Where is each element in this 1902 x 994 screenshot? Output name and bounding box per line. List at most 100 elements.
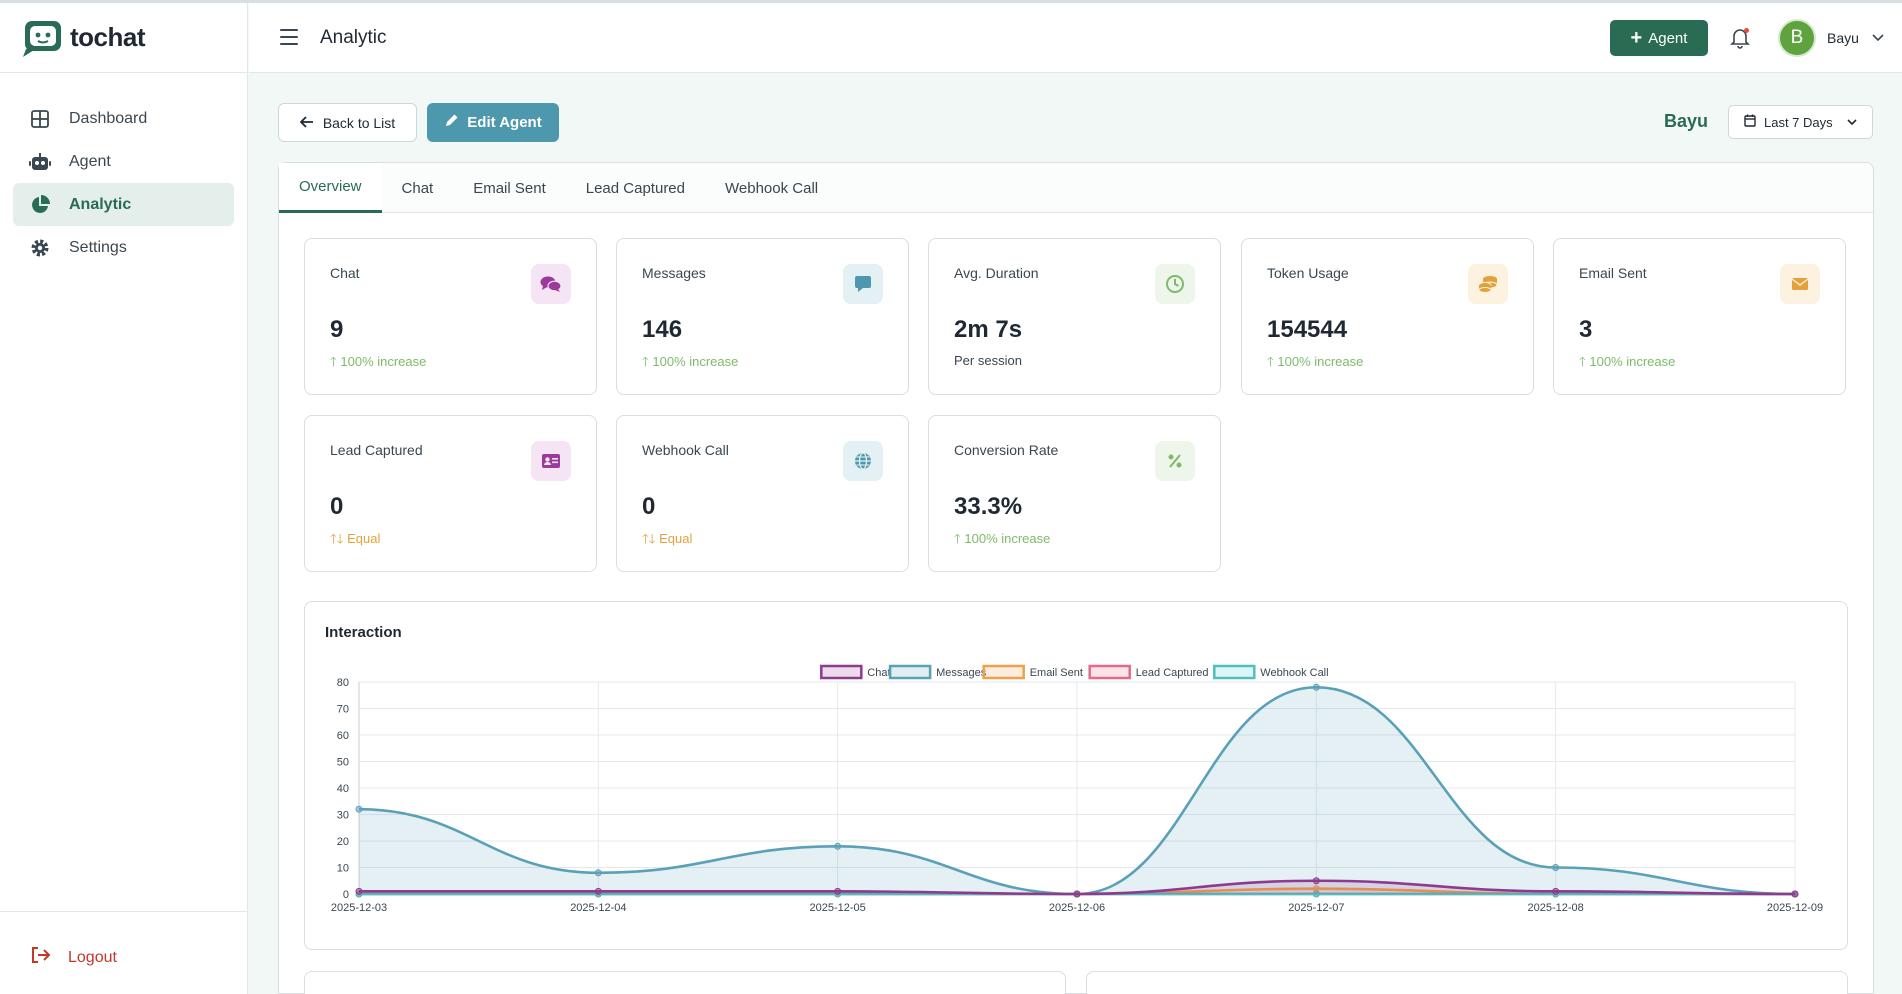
tab-lead-captured[interactable]: Lead Captured [585, 179, 685, 197]
user-name[interactable]: Bayu [1827, 30, 1859, 46]
tab-webhook-call[interactable]: Webhook Call [725, 179, 819, 197]
envelope-icon [1780, 264, 1820, 304]
y-tick-label: 50 [337, 757, 349, 769]
y-tick-label: 0 [343, 889, 349, 901]
stat-label: Avg. Duration [954, 265, 1039, 281]
stat-card-lead-captured: Lead Captured 0 🡑🡓 Equal [304, 415, 597, 572]
brand[interactable]: tochat [0, 3, 247, 73]
plus-icon: + [1630, 27, 1643, 49]
sidebar-item-settings[interactable]: Settings [13, 226, 234, 269]
percent-icon [1155, 441, 1195, 481]
id-card-icon [531, 441, 571, 481]
arrows-up-down-icon: 🡑🡓 [642, 531, 660, 546]
chevron-down-icon[interactable] [1871, 30, 1885, 44]
stat-label: Conversion Rate [954, 442, 1059, 458]
grid-icon [29, 108, 51, 130]
message-icon [843, 264, 883, 304]
x-tick-label: 2025-12-04 [570, 902, 626, 914]
stat-value: 0 [642, 493, 656, 520]
data-point [1552, 887, 1560, 895]
y-tick-label: 40 [337, 783, 349, 795]
stat-trend: 🡑 100% increase [1267, 353, 1363, 375]
tochat-logo-icon [22, 19, 64, 57]
legend-label: Webhook Call [1260, 667, 1328, 679]
stat-card-token-usage: Token Usage 154544 🡑 100% increase [1241, 238, 1534, 395]
legend-swatch [982, 664, 1025, 680]
sidebar-item-dashboard[interactable]: Dashboard [13, 97, 234, 140]
sidebar-item-label: Analytic [69, 195, 132, 213]
stat-value: 154544 [1267, 316, 1348, 343]
stat-trend-text: 100% increase [1277, 354, 1364, 369]
stat-card-chat: Chat 9 🡑 100% increase [304, 238, 597, 395]
sidebar-item-label: Settings [69, 238, 127, 256]
x-tick-label: 2025-12-07 [1288, 902, 1344, 914]
tab-email-sent[interactable]: Email Sent [473, 179, 546, 197]
clock-icon [1155, 264, 1195, 304]
data-point [1552, 864, 1560, 871]
stat-value: 0 [330, 493, 344, 520]
data-point [594, 887, 602, 895]
data-point [1312, 683, 1320, 691]
x-tick-label: 2025-12-09 [1767, 902, 1823, 914]
data-point [1073, 890, 1081, 898]
stat-value: 33.3% [954, 493, 1023, 520]
globe-icon [843, 441, 883, 481]
add-agent-button[interactable]: + Agent [1610, 20, 1708, 56]
stat-value: 3 [1579, 316, 1593, 343]
stat-value: 9 [330, 316, 344, 343]
bottom-card-left [304, 971, 1066, 994]
stat-card-conversion-rate: Conversion Rate 33.3% 🡑 100% increase [928, 415, 1221, 572]
legend-swatch [888, 664, 932, 680]
data-point [355, 887, 363, 895]
data-point [594, 869, 602, 877]
page-title: Analytic [320, 27, 387, 48]
legend-swatch [1088, 664, 1131, 680]
logout-button[interactable]: Logout [30, 946, 117, 969]
stat-trend-text: 100% increase [964, 531, 1051, 546]
chat-bubbles-icon [531, 264, 571, 304]
x-tick-label: 2025-12-03 [331, 902, 387, 914]
bell-icon[interactable] [1730, 27, 1750, 49]
arrow-up-icon: 🡑 [330, 354, 341, 369]
stat-trend: 🡑 100% increase [1579, 353, 1675, 375]
stat-trend-text: 100% increase [340, 354, 427, 369]
data-point [834, 842, 842, 850]
coins-icon [1468, 264, 1508, 304]
stat-label: Lead Captured [330, 442, 423, 458]
back-to-list-button[interactable]: Back to List [278, 103, 417, 142]
sidebar: tochat Dashboard Agent Analytic Settings [0, 3, 248, 994]
x-tick-label: 2025-12-05 [810, 902, 866, 914]
tab-overview[interactable]: Overview [279, 163, 382, 213]
y-tick-label: 60 [337, 730, 349, 742]
interaction-chart[interactable]: 0 10 20 30 40 50 60 70 80 2025-12-03 2025-12-04 202… [305, 602, 1849, 951]
gear-icon [29, 237, 51, 259]
add-agent-label: Agent [1648, 29, 1688, 47]
stat-trend: 🡑🡓 Equal [330, 530, 380, 552]
stat-card-avg-duration: Avg. Duration 2m 7s Per session [928, 238, 1221, 395]
legend-label: Email Sent [1030, 667, 1083, 679]
avatar[interactable]: B [1778, 19, 1816, 57]
arrow-up-icon: 🡑 [1579, 354, 1590, 369]
stat-trend-text: 100% increase [652, 354, 739, 369]
notification-dot [1744, 28, 1749, 33]
y-tick-label: 80 [337, 677, 349, 689]
stat-value: 2m 7s [954, 316, 1023, 343]
x-tick-label: 2025-12-08 [1528, 902, 1584, 914]
sidebar-item-analytic[interactable]: Analytic [13, 183, 234, 226]
arrow-up-icon: 🡑 [1267, 354, 1278, 369]
tab-chat[interactable]: Chat [401, 179, 434, 197]
sidebar-item-agent[interactable]: Agent [13, 140, 234, 183]
series-area [359, 888, 1795, 894]
data-point [355, 805, 363, 813]
date-range-select[interactable]: Last 7 Days [1728, 105, 1873, 139]
sidebar-nav: Dashboard Agent Analytic Settings [0, 73, 247, 269]
stat-trend: 🡑 100% increase [954, 530, 1050, 552]
menu-toggle-icon[interactable] [280, 29, 298, 45]
edit-agent-button[interactable]: Edit Agent [427, 103, 559, 142]
x-tick-label: 2025-12-06 [1049, 902, 1105, 914]
sidebar-item-label: Agent [69, 152, 111, 170]
sidebar-item-label: Dashboard [69, 109, 148, 127]
y-tick-label: 30 [337, 810, 349, 822]
agent-name: Bayu [1664, 111, 1709, 131]
legend-swatch [820, 664, 863, 680]
